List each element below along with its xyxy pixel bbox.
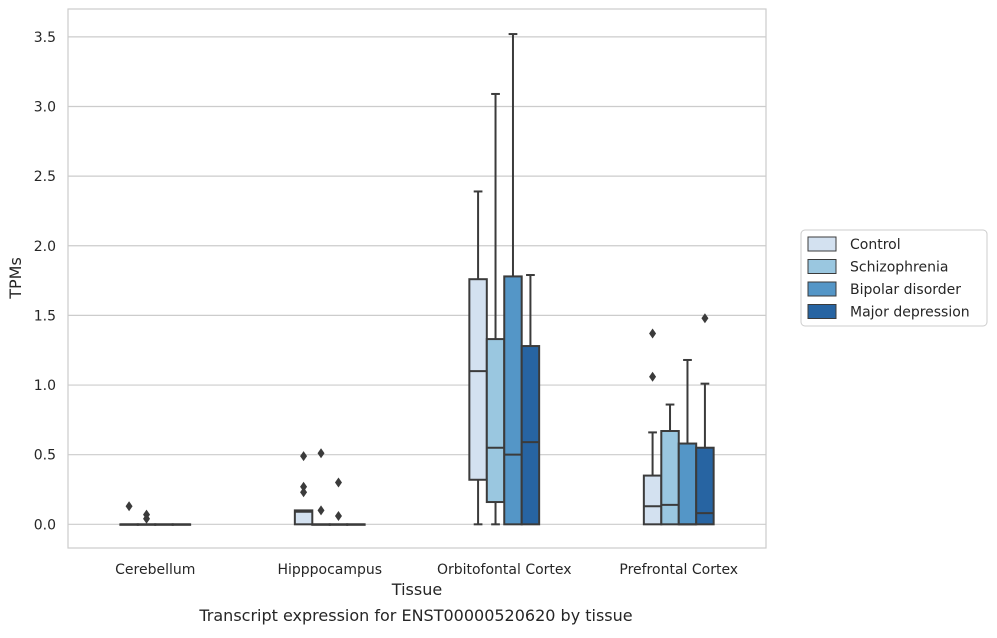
legend-swatch — [807, 236, 837, 252]
box-iqr — [503, 275, 523, 526]
outlier-point — [317, 448, 325, 459]
outlier-point — [300, 487, 308, 498]
outlier-point — [317, 505, 325, 516]
outlier-point — [300, 451, 308, 462]
box-schizophrenia — [660, 403, 680, 526]
box-iqr — [660, 430, 680, 526]
box-control — [119, 501, 139, 526]
box-schizophrenia — [485, 92, 506, 526]
x-axis-label: Tissue — [391, 580, 442, 599]
box-schizophrenia — [311, 448, 331, 526]
box-bipolar-disorder — [154, 523, 174, 526]
box-iqr — [642, 474, 663, 526]
legend-label: Schizophrenia — [850, 260, 948, 276]
legend-items: Control Schizophrenia Bipolar disorder Majo… — [807, 236, 970, 321]
legend: Control Schizophrenia Bipolar disorder Majo… — [800, 229, 988, 327]
box-control — [293, 451, 314, 526]
y-tick-label: 2.0 — [34, 239, 56, 255]
outlier-point — [334, 510, 342, 521]
outlier-point — [125, 501, 133, 512]
box-major-depression — [695, 313, 715, 526]
x-tick-label: Prefrontal Cortex — [619, 562, 738, 578]
outlier-point — [334, 477, 342, 488]
box-iqr — [293, 509, 314, 526]
box-iqr — [485, 338, 506, 504]
plot-frame — [67, 8, 767, 549]
legend-frame — [800, 229, 988, 327]
legend-label: Control — [850, 237, 901, 253]
y-tick-label: 1.0 — [34, 378, 56, 394]
y-tick-label: 2.5 — [34, 169, 56, 185]
x-tick-labels: Cerebellum Hipppocampus Orbitofontal Corte… — [115, 562, 738, 578]
box-major-depression — [520, 274, 541, 526]
box-control — [468, 190, 488, 526]
grid-layer — [68, 36, 766, 525]
y-tick-label: 3.5 — [34, 30, 56, 46]
y-tick-labels: 0.0 0.5 1.0 1.5 2.0 2.5 3.0 3.5 — [34, 30, 56, 533]
y-tick-label: 0.0 — [34, 517, 56, 533]
box-major-depression — [346, 523, 366, 526]
box-iqr — [695, 446, 715, 526]
legend-swatch — [807, 259, 837, 274]
legend-swatch — [807, 281, 837, 297]
box-iqr — [677, 442, 698, 526]
outlier-point — [143, 513, 151, 524]
boxes-layer — [119, 33, 715, 526]
y-tick-label: 1.5 — [34, 308, 56, 324]
outlier-point — [701, 313, 709, 324]
x-tick-label: Hipppocampus — [277, 562, 382, 578]
chart-caption: Transcript expression for ENST0000052062… — [199, 606, 633, 625]
box-control — [642, 328, 663, 526]
box-bipolar-disorder — [503, 33, 523, 526]
box-bipolar-disorder — [328, 477, 349, 526]
box-iqr — [468, 278, 488, 481]
box-schizophrenia — [136, 509, 157, 526]
y-tick-label: 3.0 — [34, 99, 56, 115]
legend-label: Major depression — [850, 305, 970, 321]
x-tick-label: Orbitofontal Cortex — [437, 562, 572, 578]
box-iqr — [520, 345, 541, 526]
y-axis-label: TPMs — [6, 257, 25, 300]
box-major-depression — [171, 523, 192, 526]
outlier-point — [649, 371, 657, 382]
outlier-point — [649, 328, 657, 339]
legend-label: Bipolar disorder — [850, 282, 961, 298]
outlier-point — [300, 481, 308, 492]
legend-swatch — [807, 304, 837, 319]
y-tick-label: 0.5 — [34, 448, 56, 464]
x-tick-label: Cerebellum — [115, 562, 195, 578]
